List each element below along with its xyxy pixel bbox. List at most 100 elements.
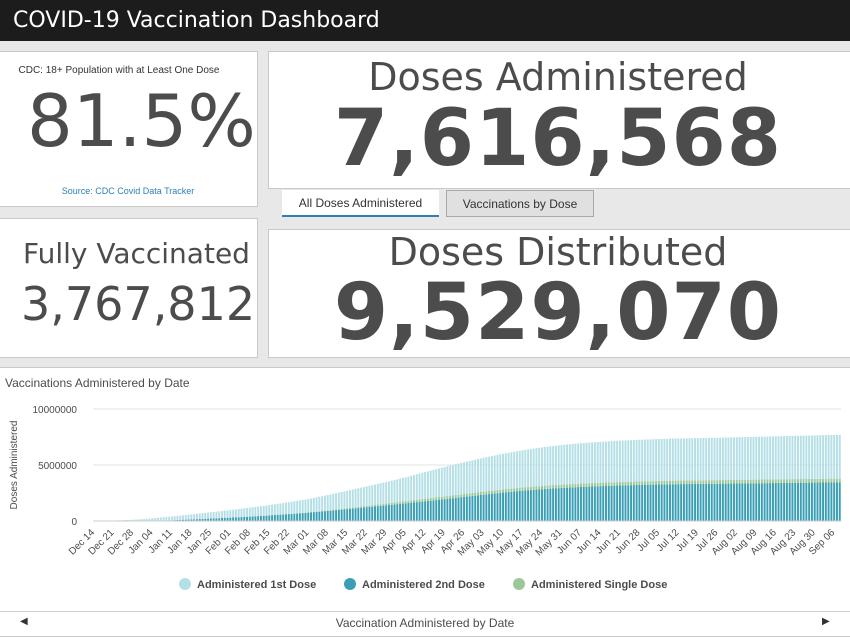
bar-segment [452, 498, 454, 521]
bar-segment [764, 480, 766, 484]
bar-segment [527, 487, 529, 490]
bar-segment [641, 485, 643, 521]
bar-segment [499, 493, 501, 521]
bar-segment [480, 458, 482, 492]
bar-segment [469, 461, 471, 493]
bar-segment [561, 488, 563, 521]
legend-item-second-dose[interactable]: Administered 2nd Dose [344, 578, 485, 596]
bar-segment [455, 498, 457, 521]
bar-segment [374, 506, 376, 521]
bar-segment [324, 496, 326, 511]
bar-segment [232, 518, 234, 522]
bar-segment [530, 490, 532, 521]
bar-segment [775, 479, 777, 483]
bar-segment [808, 483, 810, 521]
bar-segment [163, 517, 165, 520]
bar-segment [335, 493, 337, 509]
bar-segment [274, 504, 276, 515]
bar-segment [360, 508, 362, 521]
bar-segment [658, 439, 660, 481]
bar-segment [313, 498, 315, 512]
legend-item-first-dose[interactable]: Administered 1st Dose [179, 578, 316, 596]
bar-segment [577, 487, 579, 521]
bar-segment [741, 483, 743, 521]
bar-segment [254, 516, 256, 521]
cdc-population-value: 81.5% [27, 85, 256, 157]
bar-segment [488, 494, 490, 521]
bar-segment [338, 493, 340, 510]
bar-segment [566, 444, 568, 484]
bar-segment [388, 503, 390, 505]
bar-segment [293, 514, 295, 521]
bar-segment [702, 438, 704, 480]
bar-segment [307, 513, 309, 521]
bar-segment [697, 484, 699, 521]
bar-segment [552, 485, 554, 488]
bar-segment [574, 487, 576, 521]
bar-segment [794, 483, 796, 521]
bar-segment [477, 459, 479, 492]
bar-segment [318, 497, 320, 512]
bar-segment [644, 440, 646, 482]
bar-segment [650, 481, 652, 485]
bar-segment [277, 504, 279, 515]
bar-segment [733, 480, 735, 484]
bar-segment [296, 513, 298, 521]
bar-segment [819, 483, 821, 521]
bar-segment [794, 479, 796, 483]
bar-segment [597, 483, 599, 486]
bar-segment [355, 507, 357, 508]
bar-segment [332, 510, 334, 511]
bar-segment [271, 505, 273, 516]
bar-segment [630, 440, 632, 482]
bar-segment [427, 501, 429, 521]
chevron-right-icon[interactable]: ▶ [822, 616, 830, 627]
bar-segment [733, 484, 735, 521]
bar-segment [661, 484, 663, 521]
legend-item-single-dose[interactable]: Administered Single Dose [513, 578, 667, 596]
bar-segment [494, 456, 496, 491]
bar-segment [380, 483, 382, 504]
bar-segment [349, 509, 351, 521]
bar-segment [527, 490, 529, 521]
bar-segment [714, 438, 716, 480]
bar-segment [413, 502, 415, 521]
bar-segment [260, 516, 262, 521]
bar-segment [246, 517, 248, 521]
bar-segment [800, 479, 802, 483]
bar-segment [836, 435, 838, 479]
bar-segment [797, 479, 799, 483]
bar-segment [149, 519, 151, 521]
cdc-source-link[interactable]: Source: CDC Covid Data Tracker [0, 186, 257, 196]
bar-segment [711, 438, 713, 480]
bar-segment [235, 509, 237, 517]
bar-segment [627, 482, 629, 486]
bar-segment [817, 483, 819, 521]
bar-segment [432, 470, 434, 498]
pager-label: Vaccination Administered by Date [0, 616, 850, 630]
bar-segment [638, 440, 640, 482]
bar-segment [174, 516, 176, 520]
bar-segment [343, 509, 345, 521]
bar-segment [382, 506, 384, 521]
bar-segment [761, 483, 763, 521]
bar-segment [750, 437, 752, 480]
tab-vaccinations-by-dose[interactable]: Vaccinations by Dose [446, 190, 594, 217]
bar-segment [430, 498, 432, 501]
bar-segment [625, 440, 627, 481]
bar-segment [357, 508, 359, 521]
bar-segment [435, 497, 437, 500]
bar-segment [469, 493, 471, 496]
bar-segment [702, 480, 704, 484]
bar-segment [683, 481, 685, 485]
bar-segment [563, 484, 565, 487]
bar-segment [708, 484, 710, 521]
bar-segment [424, 499, 426, 502]
bar-segment [349, 490, 351, 508]
tab-all-doses-administered[interactable]: All Doses Administered [282, 190, 439, 217]
bar-segment [282, 514, 284, 521]
bar-segment [491, 494, 493, 521]
bar-segment [274, 515, 276, 521]
bar-segment [324, 511, 326, 521]
bar-segment [819, 435, 821, 479]
